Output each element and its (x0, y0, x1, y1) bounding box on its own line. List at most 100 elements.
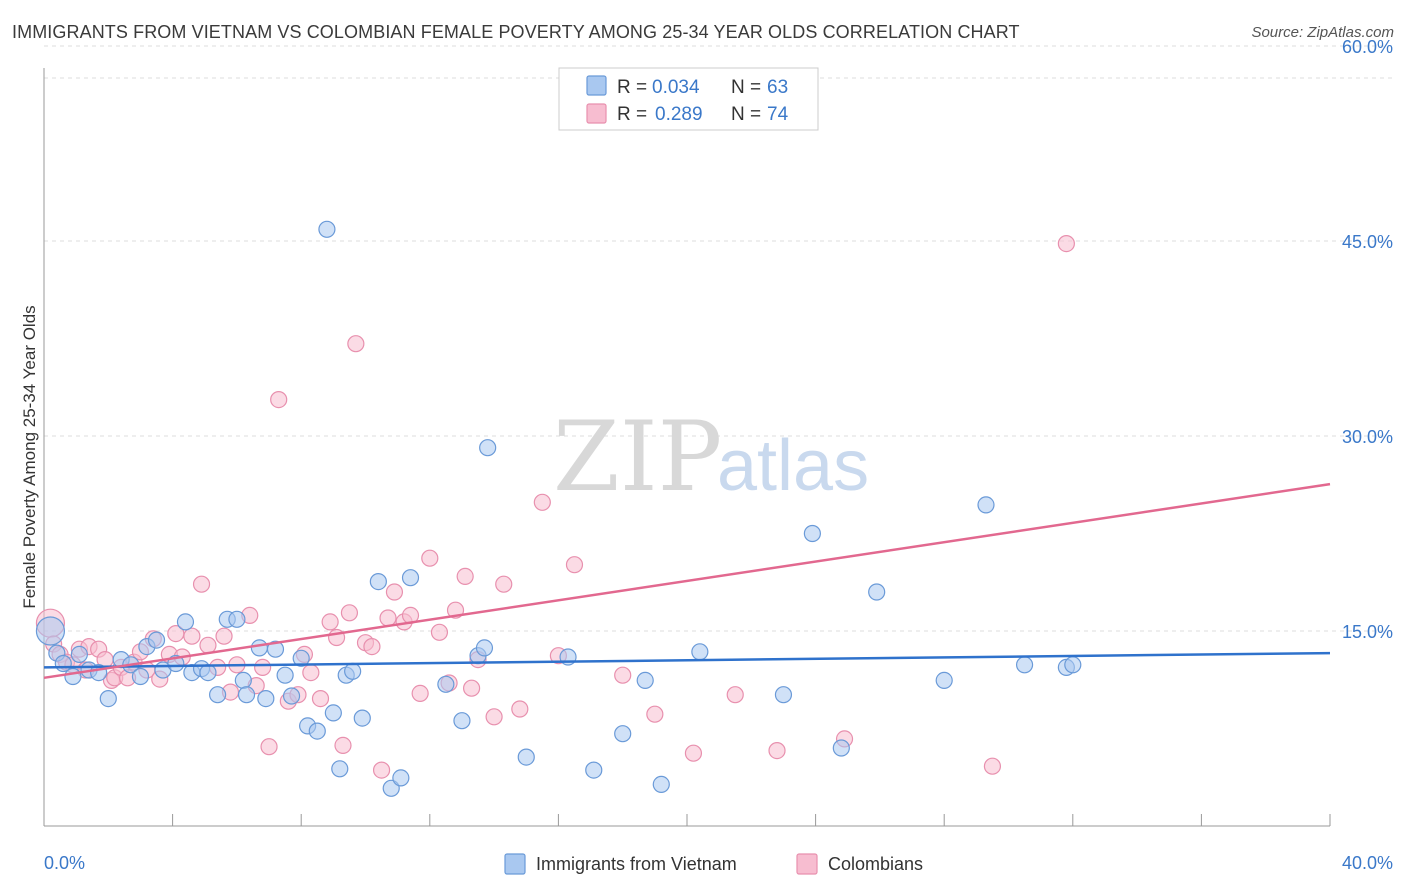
vietnam-point (209, 686, 227, 704)
vietnam-point (353, 709, 371, 727)
colombians-point (302, 663, 320, 682)
vietnam-point (176, 613, 195, 631)
colombians-point (254, 658, 272, 677)
y-tick-label: 45.0% (1342, 232, 1393, 252)
colombians-point (485, 708, 503, 726)
vietnam-point (401, 569, 420, 587)
colombians-point (495, 575, 513, 593)
colombians-point (565, 556, 584, 574)
vietnam-point (266, 640, 285, 658)
colombians-point (456, 567, 474, 586)
colombians-point (533, 493, 551, 511)
vietnam-point (585, 761, 603, 779)
vietnam-point (199, 663, 217, 682)
vietnam-point (691, 643, 709, 661)
vietnam-point (131, 667, 150, 686)
colombians-point (340, 604, 359, 622)
vietnam-point (832, 739, 850, 757)
colombians-point (347, 335, 365, 353)
colombians-point (215, 627, 233, 645)
vietnam-point (1064, 656, 1082, 674)
colombians-point (363, 637, 381, 656)
colombians-point (411, 684, 429, 703)
legend-n-label: N = (731, 104, 761, 125)
vietnam-point (475, 639, 494, 657)
vietnam-point (64, 667, 82, 686)
vietnam-point (636, 671, 654, 690)
colombians-point (311, 689, 330, 708)
vietnam-point (977, 496, 995, 514)
vietnam-point (147, 631, 166, 649)
vietnam-point (318, 220, 336, 238)
legend-n-value-vietnam: 63 (767, 77, 788, 98)
vietnam-point (369, 572, 387, 591)
y-tick-label: 60.0% (1342, 37, 1393, 57)
colombians-trend-line (43, 482, 1331, 680)
legend-r-label: R = (617, 104, 647, 125)
vietnam-points (35, 220, 1082, 797)
vietnam-point (392, 769, 410, 787)
watermark-zip: ZIP (553, 401, 722, 513)
colombians-point (372, 761, 391, 779)
series-legend: Immigrants from Vietnam Colombians (504, 853, 923, 875)
x-tick-labels: 0.0% 40.0% (44, 853, 1393, 873)
legend: R = 0.034 N = 63 R = 0.289 N = 74 (558, 67, 819, 131)
colombians-point (421, 549, 439, 567)
vietnam-point (868, 583, 886, 601)
vietnam-point (282, 687, 301, 705)
vietnam-point (935, 671, 953, 690)
vietnam-point (517, 748, 535, 766)
watermark: ZIP atlas (553, 401, 869, 513)
vietnam-point (292, 649, 310, 667)
vietnam-point (35, 616, 66, 646)
vietnam-point (308, 722, 326, 740)
legend-r-value-vietnam: 0.034 (652, 77, 700, 98)
vietnam-point (453, 712, 471, 730)
vietnam-point (479, 439, 497, 457)
colombians-point (183, 627, 201, 645)
x-axis-ticks (43, 814, 1331, 826)
chart-title: IMMIGRANTS FROM VIETNAM VS COLOMBIAN FEM… (12, 22, 1020, 42)
vietnam-point (70, 645, 88, 664)
vietnam-point (99, 689, 117, 708)
y-axis-label: Female Poverty Among 25-34 Year Olds (20, 305, 39, 608)
vietnam-point (237, 686, 256, 704)
vietnam-point (234, 671, 252, 690)
x-tick-label: 0.0% (44, 853, 85, 873)
vietnam-point (344, 662, 362, 680)
series-swatch-vietnam (504, 853, 526, 875)
legend-swatch-colombians (586, 103, 607, 124)
colombians-point (270, 391, 288, 409)
legend-swatch-vietnam (586, 75, 607, 96)
y-tick-label: 30.0% (1342, 427, 1393, 447)
colombians-point (379, 609, 397, 627)
legend-r-value-colombians: 0.289 (655, 104, 703, 125)
legend-n-value-colombians: 74 (767, 104, 789, 125)
vietnam-trend-line (43, 651, 1331, 669)
colombians-point (430, 623, 449, 641)
colombians-point (385, 583, 404, 601)
colombians-point (334, 736, 352, 755)
vietnam-point (774, 686, 793, 704)
colombians-point (462, 679, 481, 697)
series-swatch-colombians (796, 853, 818, 875)
vietnam-point (228, 610, 246, 628)
colombians-point (983, 757, 1002, 775)
vietnam-point (803, 524, 821, 543)
vietnam-point (1015, 656, 1034, 674)
colombians-point (321, 613, 339, 631)
colombians-point (726, 686, 744, 704)
x-tick-label: 40.0% (1342, 853, 1393, 873)
colombians-point (260, 738, 278, 756)
source-label: Source: ZipAtlas.com (1251, 24, 1394, 41)
series-label-vietnam: Immigrants from Vietnam (536, 854, 737, 874)
vietnam-point (276, 666, 294, 684)
gridlines (44, 45, 1393, 632)
y-tick-labels: 15.0% 30.0% 45.0% 60.0% (1342, 37, 1393, 642)
legend-r-label: R = (617, 77, 647, 98)
colombians-point (646, 705, 664, 723)
vietnam-point (652, 775, 670, 794)
legend-n-label: N = (731, 77, 761, 98)
colombians-point (768, 741, 786, 760)
